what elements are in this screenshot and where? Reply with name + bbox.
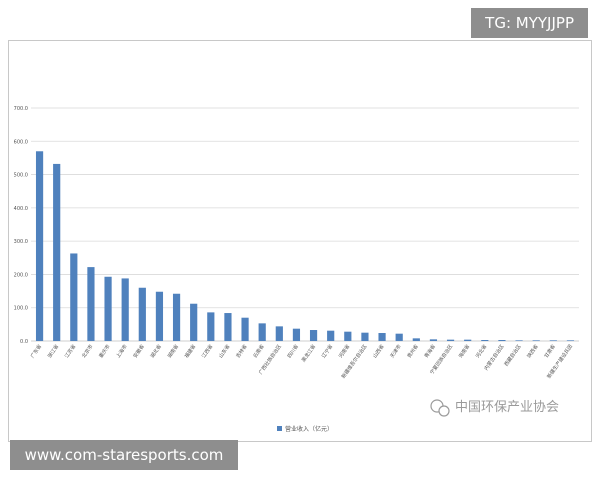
x-tick-label: 云南省 bbox=[251, 343, 265, 359]
bar bbox=[70, 253, 78, 341]
bar bbox=[258, 323, 266, 341]
bar bbox=[361, 332, 369, 341]
x-tick-label: 安徽省 bbox=[132, 343, 146, 359]
bar bbox=[566, 340, 575, 341]
x-tick-label: 天津市 bbox=[388, 343, 402, 359]
y-tick-label: 300.0 bbox=[14, 239, 28, 245]
x-tick-label: 广东省 bbox=[29, 343, 43, 359]
x-tick-label: 甘肃省 bbox=[543, 343, 557, 359]
bar-chart: 0.0 100.0 200.0 300.0 400.0 500.0 600.0 700.0 广… bbox=[14, 106, 579, 433]
y-tick-label: 500.0 bbox=[14, 173, 28, 179]
x-tick-label: 上海市 bbox=[114, 343, 128, 359]
y-tick-labels: 0.0 100.0 200.0 300.0 400.0 500.0 600.0 700.0 bbox=[14, 106, 28, 345]
x-tick-label: 辽宁省 bbox=[320, 343, 334, 359]
bar bbox=[155, 291, 164, 341]
bar bbox=[464, 339, 472, 341]
x-tick-label: 陕西省 bbox=[525, 343, 539, 359]
bar bbox=[138, 287, 146, 341]
bars bbox=[35, 151, 575, 341]
x-tick-label: 山东省 bbox=[217, 343, 231, 359]
bar bbox=[207, 312, 215, 341]
x-tick-label: 江西省 bbox=[200, 343, 214, 359]
chart-frame: 0.0 100.0 200.0 300.0 400.0 500.0 600.0 700.0 广… bbox=[8, 40, 592, 442]
bar bbox=[327, 330, 335, 341]
x-tick-label: 北京市 bbox=[80, 343, 94, 359]
y-tick-label: 700.0 bbox=[14, 106, 28, 112]
x-tick-label: 湖北省 bbox=[149, 343, 163, 359]
x-tick-label: 贵州省 bbox=[406, 343, 420, 359]
watermark: 中国环保产业协会 bbox=[430, 399, 559, 417]
bar bbox=[446, 339, 455, 341]
bar bbox=[429, 339, 438, 341]
x-tick-label: 黑龙江省 bbox=[300, 343, 317, 363]
x-tick-label: 四川省 bbox=[286, 343, 300, 359]
legend: 营业收入（亿元） bbox=[277, 425, 333, 433]
x-tick-label: 海南省 bbox=[457, 343, 471, 359]
bar bbox=[309, 330, 318, 341]
bar bbox=[275, 326, 283, 341]
x-tick-label: 浙江省 bbox=[46, 343, 60, 359]
legend-label: 营业收入（亿元） bbox=[285, 425, 333, 433]
bar bbox=[532, 340, 540, 341]
bar bbox=[224, 313, 232, 341]
tg-label: TG: MYYJJPP bbox=[471, 8, 588, 38]
bar bbox=[481, 340, 489, 341]
x-tick-label: 山西省 bbox=[371, 343, 385, 359]
y-tick-label: 400.0 bbox=[14, 206, 28, 212]
bar bbox=[241, 317, 249, 341]
y-tick-label: 0.0 bbox=[20, 339, 28, 345]
x-tick-label: 江苏省 bbox=[63, 343, 77, 359]
bar bbox=[172, 293, 181, 341]
bar bbox=[344, 331, 352, 341]
x-tick-labels: 广东省 浙江省 江苏省 北京市 重庆市 上海市 安徽省 湖北省 湖南省 福建省 江西省 山东省 吉林省云… bbox=[29, 343, 574, 380]
x-tick-label: 福建省 bbox=[183, 343, 197, 359]
x-tick-label: 西藏自治区 bbox=[503, 343, 523, 368]
bar bbox=[104, 276, 112, 341]
bar bbox=[498, 340, 506, 341]
y-tick-label: 100.0 bbox=[14, 306, 28, 312]
y-tick-label: 200.0 bbox=[14, 272, 28, 278]
bar bbox=[549, 340, 557, 341]
bar bbox=[121, 278, 129, 341]
x-tick-label: 重庆市 bbox=[97, 343, 111, 359]
site-label: www.com-staresports.com bbox=[10, 440, 238, 470]
x-tick-label: 青海省 bbox=[423, 343, 437, 359]
bar bbox=[378, 333, 386, 341]
bar bbox=[412, 338, 420, 341]
legend-swatch bbox=[277, 426, 282, 431]
bar bbox=[35, 151, 44, 341]
bar bbox=[395, 333, 403, 341]
bar bbox=[292, 328, 301, 341]
y-tick-label: 600.0 bbox=[14, 139, 28, 145]
bar bbox=[53, 163, 61, 341]
bar bbox=[190, 303, 198, 341]
x-tick-label: 河北省 bbox=[474, 343, 488, 359]
bar bbox=[87, 267, 95, 341]
bar bbox=[515, 340, 523, 341]
watermark-text: 中国环保产业协会 bbox=[455, 400, 559, 415]
gridlines bbox=[31, 107, 579, 342]
x-tick-label: 湖南省 bbox=[166, 343, 180, 359]
x-tick-label: 河南省 bbox=[337, 343, 351, 359]
x-tick-label: 吉林省 bbox=[234, 343, 248, 359]
